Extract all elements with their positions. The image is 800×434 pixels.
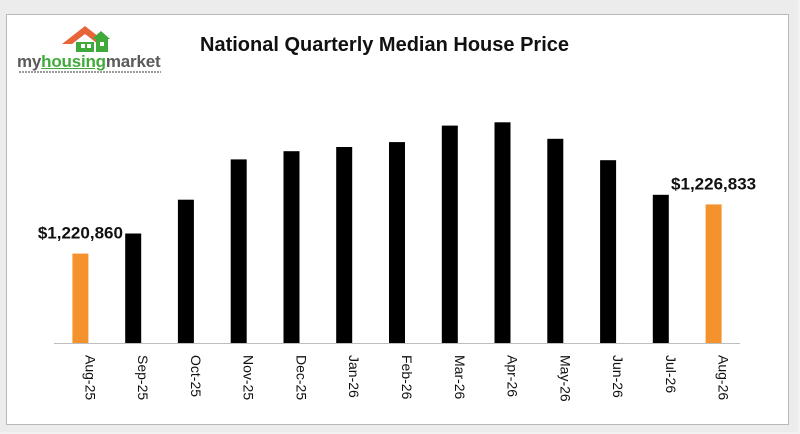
x-tick-label: Nov-25 [241,355,257,400]
x-tick-label: Feb-26 [399,355,415,400]
bar-mar-26 [441,125,458,343]
logo-wordmark: myhousingmarket [17,52,161,71]
bar-sep-25 [125,233,142,343]
bar-jul-26 [652,194,669,343]
x-tick-label: Jul-26 [663,355,679,393]
bar-dec-25 [283,151,300,343]
x-tick-label: Dec-25 [294,355,310,400]
house-icon [62,26,110,52]
x-tick-label: Jun-26 [610,355,626,398]
x-tick-label: Aug-26 [716,355,732,400]
x-tick-label: Sep-25 [135,355,151,400]
data-label: $1,220,860 [38,224,123,243]
x-tick-label: Aug-25 [82,355,98,400]
bar-feb-26 [389,142,405,343]
bar-aug-26 [705,204,722,343]
x-tick-label: May-26 [557,355,573,402]
x-tick-label: Apr-26 [505,355,521,397]
x-tick-label: Mar-26 [452,355,468,400]
bar-oct-25 [177,199,194,343]
bar-apr-26 [494,122,511,343]
x-tick-label: Oct-25 [188,355,204,397]
chart-title: National Quarterly Median House Price [200,34,569,56]
brand-logo: myhousingmarket [17,22,167,74]
bar-jan-26 [336,147,353,343]
logo-tagline [19,71,161,73]
bar-jun-26 [600,160,617,343]
bar-may-26 [547,138,564,343]
bar-nov-25 [230,159,247,343]
x-tick-label: Jan-26 [346,355,362,398]
bar-aug-25 [72,253,89,343]
data-label: $1,226,833 [671,174,756,193]
